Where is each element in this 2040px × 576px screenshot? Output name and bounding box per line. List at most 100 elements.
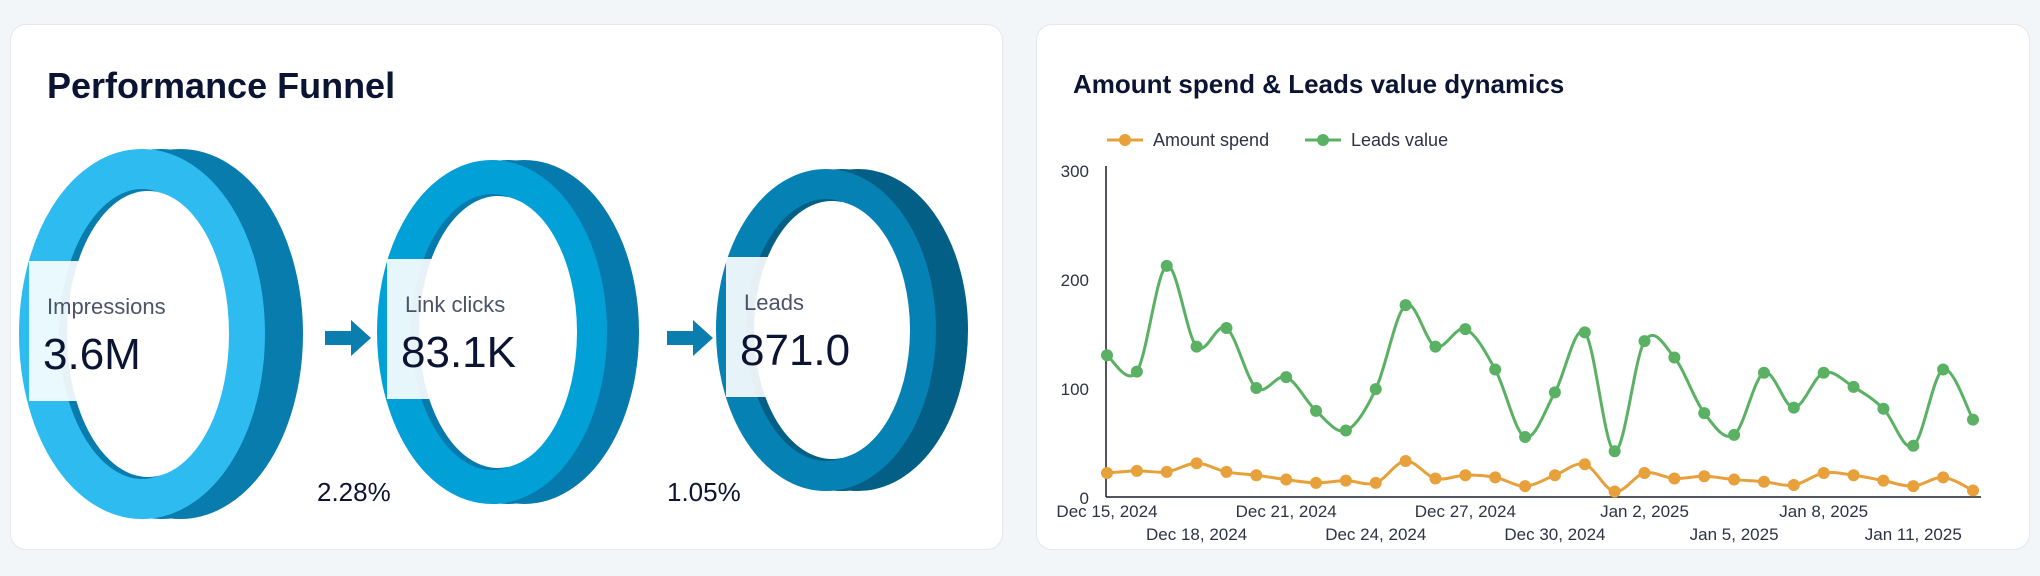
data-point: [1877, 402, 1890, 415]
y-tick-label: 300: [1061, 162, 1089, 181]
data-point: [1190, 340, 1203, 353]
series-amount-spend: [1101, 455, 1979, 498]
data-point: [1459, 469, 1472, 482]
x-tick-label: Jan 5, 2025: [1690, 525, 1779, 544]
data-point: [1369, 383, 1382, 396]
x-tick-label: Dec 30, 2024: [1504, 525, 1605, 544]
data-point: [1548, 469, 1561, 482]
data-point: [1489, 363, 1502, 376]
data-point: [1101, 467, 1113, 480]
data-point: [1728, 428, 1741, 441]
conversion-rate: 2.28%: [317, 477, 391, 507]
data-point: [1339, 424, 1352, 437]
legend-item: Leads value: [1305, 130, 1448, 150]
data-point: [1160, 259, 1173, 272]
data-point: [1548, 386, 1561, 399]
data-point: [1339, 474, 1352, 487]
legend-swatch-dot: [1317, 134, 1329, 146]
stage-value: 3.6M: [43, 330, 141, 379]
conversion-rate: 1.05%: [667, 477, 741, 507]
stage-label: Leads: [744, 290, 804, 315]
data-point: [1250, 469, 1263, 482]
x-tick-label: Dec 27, 2024: [1415, 502, 1516, 521]
data-point: [1787, 401, 1800, 414]
data-point: [1310, 404, 1323, 417]
data-point: [1698, 407, 1711, 420]
data-point: [1728, 473, 1741, 486]
data-point: [1907, 439, 1920, 452]
data-point: [1310, 476, 1323, 489]
data-point: [1757, 475, 1770, 488]
x-tick-label: Dec 21, 2024: [1236, 502, 1337, 521]
data-point: [1967, 413, 1979, 426]
data-point: [1250, 382, 1263, 394]
funnel-stage-3: Leads 871.0: [716, 169, 968, 491]
legend-item: Amount spend: [1107, 130, 1269, 150]
data-point: [1668, 472, 1681, 485]
chart-card: Amount spend & Leads value dynamics Amou…: [1036, 24, 2030, 550]
y-tick-label: 0: [1080, 489, 1089, 508]
x-tick-label: Jan 2, 2025: [1600, 502, 1689, 521]
x-tick-label: Jan 11, 2025: [1865, 525, 1962, 544]
data-point: [1817, 467, 1830, 480]
data-point: [1280, 473, 1293, 486]
data-point: [1519, 431, 1532, 444]
legend-label: Leads value: [1351, 130, 1448, 150]
data-point: [1130, 365, 1143, 378]
data-point: [1220, 465, 1233, 478]
funnel-card: Performance Funnel Impressions 3.6M Link c…: [10, 24, 1003, 550]
right-arrow-icon: [667, 320, 713, 356]
data-point: [1489, 471, 1502, 484]
series-leads-value: [1101, 259, 1979, 458]
legend-label: Amount spend: [1153, 130, 1269, 150]
data-point: [1817, 366, 1830, 379]
data-point: [1698, 470, 1711, 483]
data-point: [1280, 371, 1293, 384]
x-tick-label: Dec 24, 2024: [1325, 525, 1426, 544]
x-tick-label: Jan 8, 2025: [1779, 502, 1868, 521]
data-point: [1578, 458, 1591, 471]
stage-value: 871.0: [740, 326, 850, 375]
legend-swatch-dot: [1119, 134, 1131, 146]
data-point: [1638, 467, 1651, 480]
chart-title: Amount spend & Leads value dynamics: [1073, 69, 1565, 99]
data-point: [1429, 340, 1442, 353]
data-point: [1160, 465, 1173, 478]
line-chart: Amount spend Leads value 0 100 200 300 Dec 15,…: [1056, 130, 1981, 544]
data-point: [1638, 335, 1651, 348]
data-point: [1578, 326, 1591, 339]
data-point: [1519, 480, 1532, 493]
data-point: [1369, 476, 1382, 489]
x-tick-label: Dec 15, 2024: [1056, 502, 1157, 521]
funnel-stage-2: Link clicks 83.1K: [377, 160, 639, 504]
data-point: [1937, 471, 1950, 484]
data-point: [1787, 479, 1800, 492]
label-band: [726, 257, 876, 397]
data-point: [1459, 323, 1472, 336]
data-point: [1877, 474, 1890, 487]
funnel-title: Performance Funnel: [47, 65, 396, 106]
funnel-stage-1: Impressions 3.6M: [19, 149, 303, 519]
data-point: [1220, 322, 1233, 335]
label-band: [387, 259, 537, 399]
data-point: [1907, 480, 1920, 493]
data-point: [1847, 380, 1860, 393]
stage-label: Impressions: [47, 294, 166, 319]
data-point: [1967, 484, 1979, 497]
right-arrow-icon: [325, 320, 371, 356]
label-band: [29, 261, 179, 401]
data-point: [1399, 455, 1412, 468]
data-point: [1399, 299, 1412, 312]
data-point: [1847, 469, 1860, 482]
data-point: [1608, 485, 1621, 498]
data-point: [1668, 351, 1681, 364]
series-line: [1106, 459, 1974, 494]
data-point: [1130, 464, 1143, 477]
data-point: [1190, 457, 1203, 470]
data-point: [1608, 445, 1621, 458]
data-point: [1101, 349, 1113, 362]
data-point: [1937, 363, 1950, 376]
stage-value: 83.1K: [401, 328, 516, 377]
stage-label: Link clicks: [405, 292, 505, 317]
y-tick-label: 200: [1061, 271, 1089, 290]
